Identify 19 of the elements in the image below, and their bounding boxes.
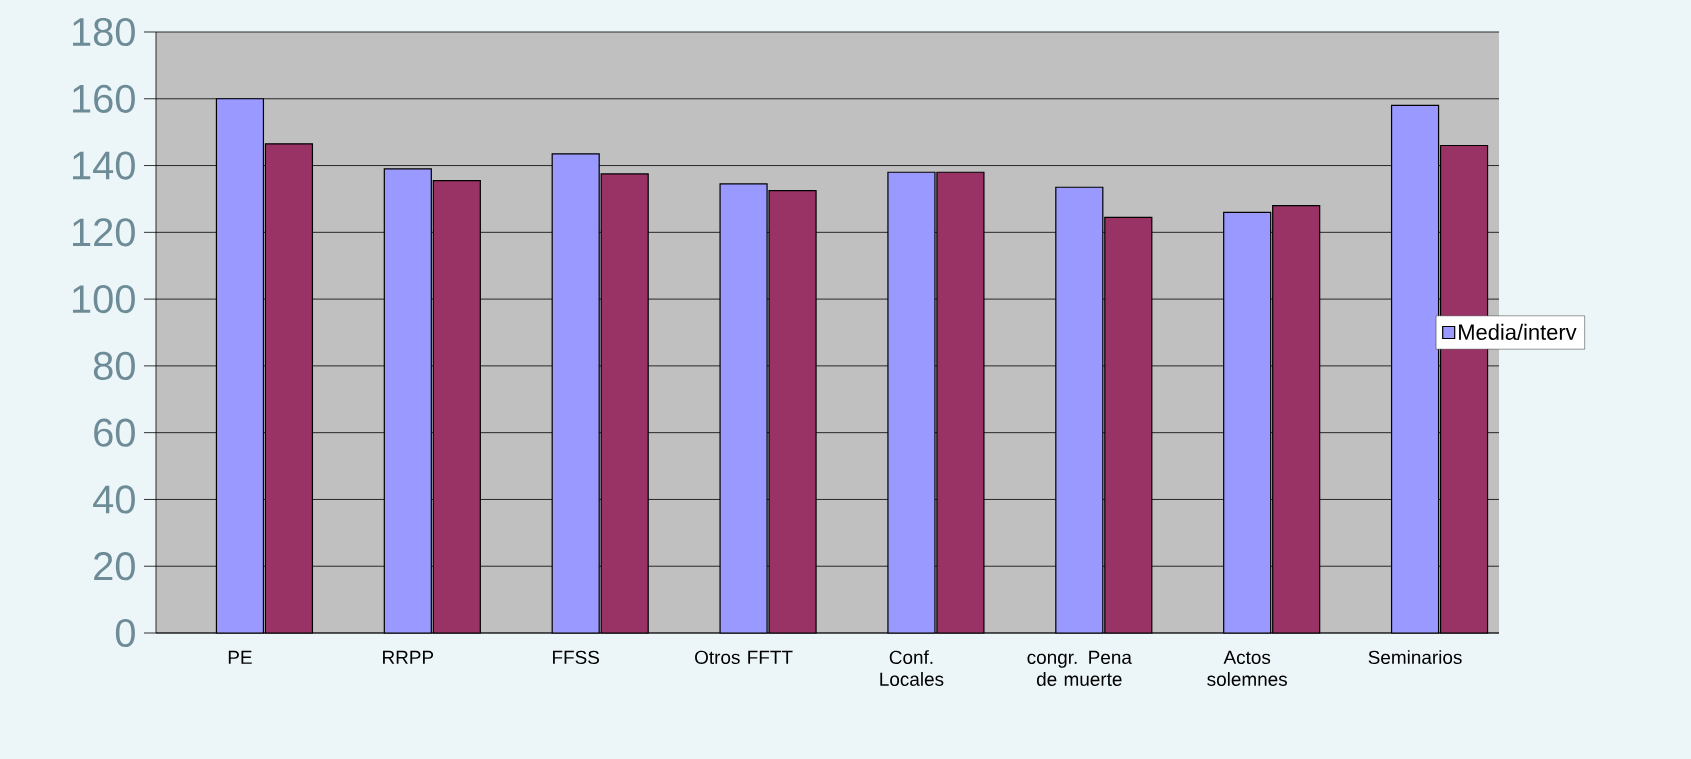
x-tick-label: Otros FFTT (695, 650, 793, 665)
x-tick-label: RRPP (383, 650, 434, 664)
y-tick-label: 120 (73, 218, 135, 247)
y-tick-label: 140 (73, 151, 135, 180)
y-tick-label: 60 (94, 418, 135, 447)
y-tick-label: 180 (73, 17, 135, 47)
y-tick-label: 100 (73, 285, 135, 314)
legend-label: Media/interv (1459, 323, 1577, 340)
x-tick-label: FFSS (553, 650, 600, 665)
y-tick-label: 80 (93, 351, 135, 380)
y-tick-label: 40 (93, 485, 135, 514)
y-tick-label: 20 (94, 552, 135, 581)
x-tick-label: Actos solemnes (1207, 650, 1287, 686)
x-tick-label: PE (228, 650, 252, 664)
x-tick-label: Conf. Locales (880, 650, 944, 686)
x-tick-label: congr. Pena de muerte (1027, 650, 1132, 686)
y-tick-label: 0 (115, 618, 135, 648)
x-tick-label: Seminarios (1368, 650, 1462, 665)
y-tick-label: 160 (73, 84, 135, 113)
